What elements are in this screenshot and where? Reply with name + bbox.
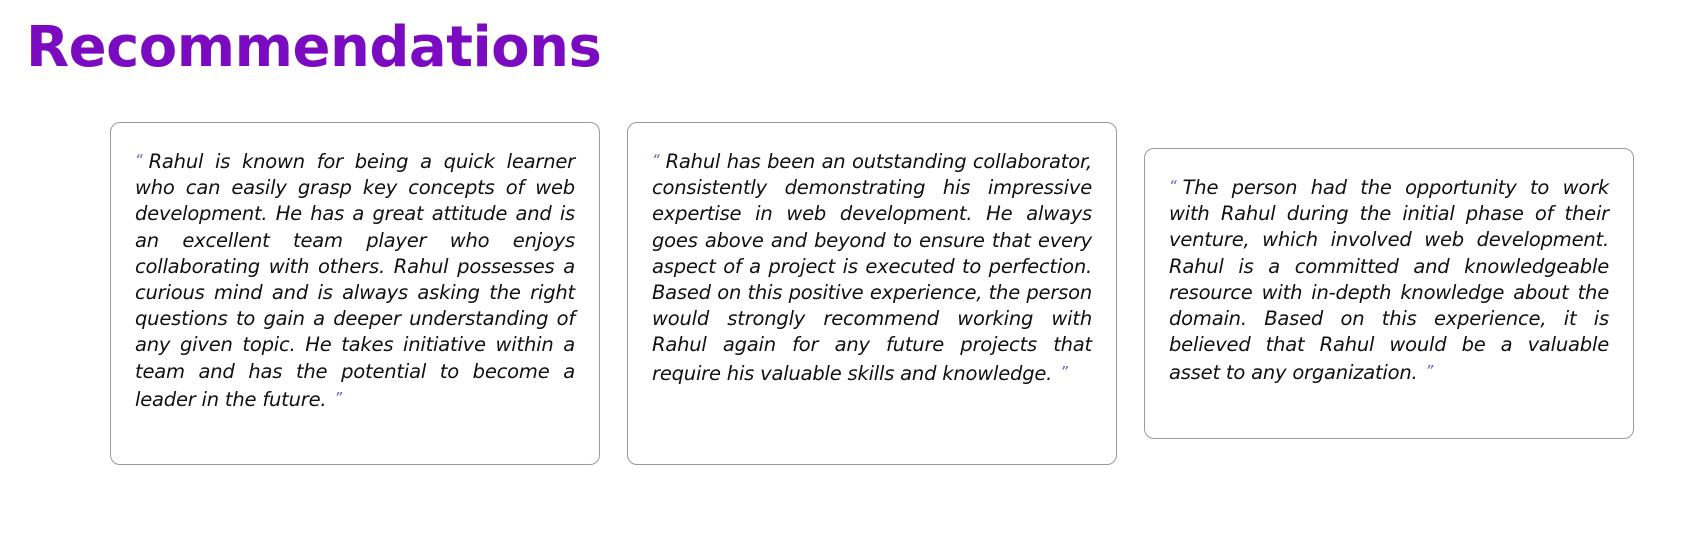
recommendation-text: Rahul is known for being a quick learner… [135,150,575,411]
close-quote-icon: ” [1425,362,1434,381]
open-quote-icon: “ [1169,177,1177,195]
recommendation-card: “Rahul has been an outstanding collabora… [627,122,1117,465]
section-title: Recommendations [26,15,602,80]
recommendation-quote: “The person had the opportunity to work … [1169,173,1609,387]
close-quote-icon: ” [334,388,342,407]
recommendation-quote: “Rahul has been an outstanding collabora… [652,147,1092,387]
recommendation-text: The person had the opportunity to work w… [1169,176,1609,385]
recommendation-card: “Rahul is known for being a quick learne… [110,122,600,465]
close-quote-icon: ” [1060,362,1068,381]
recommendation-text: Rahul has been an outstanding collaborat… [652,150,1092,385]
recommendation-quote: “Rahul is known for being a quick learne… [135,147,575,413]
recommendation-card: “The person had the opportunity to work … [1144,148,1634,439]
open-quote-icon: “ [135,151,143,169]
open-quote-icon: “ [652,151,660,169]
